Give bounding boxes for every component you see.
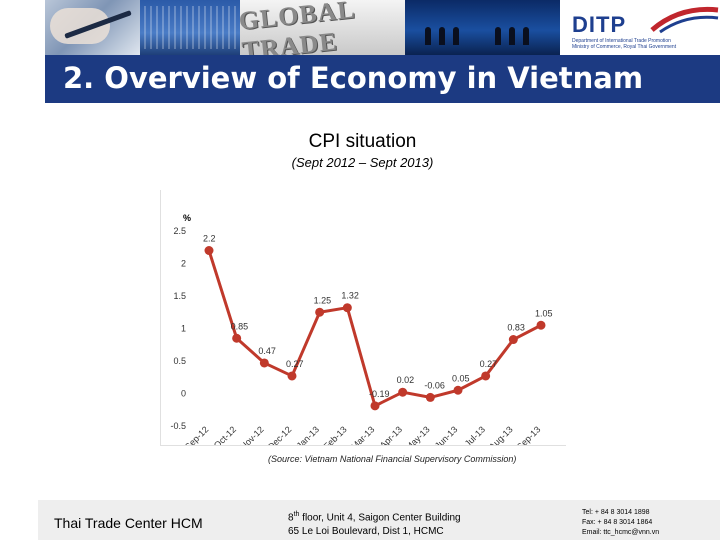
cpi-line-chart: % 2.5 2 1.5 1 0.5 0 -0.5 2.2 0.85 0.47 0.27 1.25 1.32…: [160, 190, 566, 446]
y-tick-label: -0.5: [170, 421, 186, 431]
footer: Thai Trade Center HCM 8th floor, Unit 4,…: [38, 500, 720, 540]
data-point-dec-12: [287, 371, 297, 381]
cpi-series-line: [207, 250, 542, 408]
data-label-sep-12: 2.2: [203, 234, 216, 244]
logo-subtitle: Department of International Trade Promot…: [572, 38, 676, 50]
data-label-oct-12: 0.85: [231, 321, 249, 331]
logo-subtitle-line2: Ministry of Commerce, Royal Thai Governm…: [572, 44, 677, 50]
address-floor-number: 8: [288, 512, 294, 524]
banner-global-trade-word: GLOBAL TRADE: [240, 0, 356, 55]
banner-image-digital: [140, 0, 240, 55]
x-tick-label: Oct-12: [212, 424, 238, 445]
data-label-may-13: -0.06: [424, 380, 445, 390]
x-tick-label: May-13: [403, 424, 431, 445]
banner-image-hand-writing: [45, 0, 140, 55]
footer-contact: Tel: + 84 8 3014 1898 Fax: + 84 8 3014 1…: [582, 508, 659, 538]
x-tick-label: Jan-13: [295, 424, 322, 445]
data-point-jul-13: [481, 371, 491, 381]
x-tick-label: Apr-13: [378, 424, 404, 445]
data-point-nov-12: [259, 358, 269, 368]
data-label-jan-13: 1.25: [314, 295, 332, 305]
footer-tel: Tel: + 84 8 3014 1898: [582, 509, 650, 516]
data-point-aug-13: [508, 335, 518, 345]
banner-image-global-trade: GLOBAL TRADE: [240, 0, 405, 55]
data-label-sep-13: 1.05: [535, 308, 553, 318]
y-tick-label: 2: [181, 259, 186, 269]
x-tick-label: Dec-12: [266, 424, 294, 445]
y-tick-label: 0: [181, 389, 186, 399]
data-point-sep-13: [536, 320, 546, 330]
y-tick-label: 2.5: [173, 226, 186, 236]
data-point-sep-12: [204, 246, 214, 255]
x-tick-label: Aug-13: [487, 424, 515, 445]
chart-svg: % 2.5 2 1.5 1 0.5 0 -0.5 2.2 0.85 0.47 0.27 1.25 1.32…: [170, 213, 553, 445]
data-label-apr-13: 0.02: [397, 375, 415, 385]
y-tick-label: 0.5: [173, 356, 186, 366]
footer-organization: Thai Trade Center HCM: [54, 515, 203, 531]
data-label-aug-13: 0.83: [507, 323, 525, 333]
x-tick-label: Jul-13: [463, 424, 487, 445]
data-label-jul-13: 0.27: [480, 359, 498, 369]
x-tick-label: Mar-13: [349, 424, 376, 445]
data-point-feb-13: [342, 303, 352, 313]
logo-swoosh-icon: [650, 6, 719, 34]
x-tick-label: Jun-13: [433, 424, 460, 445]
data-label-feb-13: 1.32: [341, 291, 359, 301]
data-point-mar-13: [370, 401, 380, 411]
x-tick-label: Sep-13: [515, 424, 543, 445]
banner-image-business-people: [405, 0, 560, 55]
footer-address: 8th floor, Unit 4, Saigon Center Buildin…: [288, 508, 461, 539]
footer-address-line1: 8th floor, Unit 4, Saigon Center Buildin…: [288, 508, 461, 525]
chart-source: (Source: Vietnam National Financial Supe…: [268, 454, 517, 464]
slide-title-bar: 2. Overview of Economy in Vietnam: [45, 55, 720, 103]
data-label-dec-12: 0.27: [286, 359, 304, 369]
ditp-logo: DITP Department of International Trade P…: [560, 0, 720, 55]
footer-email: Email: ttc_hcmc@vnn.vn: [582, 529, 660, 536]
data-label-jun-13: 0.05: [452, 373, 470, 383]
x-tick-label: Feb-13: [322, 424, 349, 445]
slide-title: 2. Overview of Economy in Vietnam: [63, 61, 644, 95]
data-point-oct-12: [232, 333, 242, 343]
header-banner: GLOBAL TRADE DITP Department of Internat…: [45, 0, 720, 55]
x-tick-label: Sep-12: [183, 424, 211, 445]
logo-subtitle-line1: Department of International Trade Promot…: [572, 38, 671, 44]
address-floor-suffix: th: [293, 511, 300, 518]
y-tick-label: 1.5: [173, 291, 186, 301]
data-point-jun-13: [453, 385, 463, 395]
address-line1-rest: floor, Unit 4, Saigon Center Building: [299, 512, 461, 524]
data-label-nov-12: 0.47: [258, 346, 276, 356]
data-label-mar-13: -0.19: [369, 389, 390, 399]
logo-name: DITP: [572, 12, 627, 37]
footer-fax: Fax: + 84 8 3014 1864: [582, 519, 653, 526]
y-tick-label: 1: [181, 324, 186, 334]
y-axis-unit-label: %: [183, 213, 191, 223]
chart-title: CPI situation: [308, 131, 417, 152]
data-point-jan-13: [315, 307, 325, 317]
data-point-may-13: [425, 392, 435, 402]
footer-address-line2: 65 Le Loi Boulevard, Dist 1, HCMC: [288, 526, 444, 538]
data-point-apr-13: [398, 387, 408, 397]
x-tick-label: Nov-12: [238, 424, 266, 445]
chart-subtitle: (Sept 2012 – Sept 2013): [291, 155, 434, 170]
